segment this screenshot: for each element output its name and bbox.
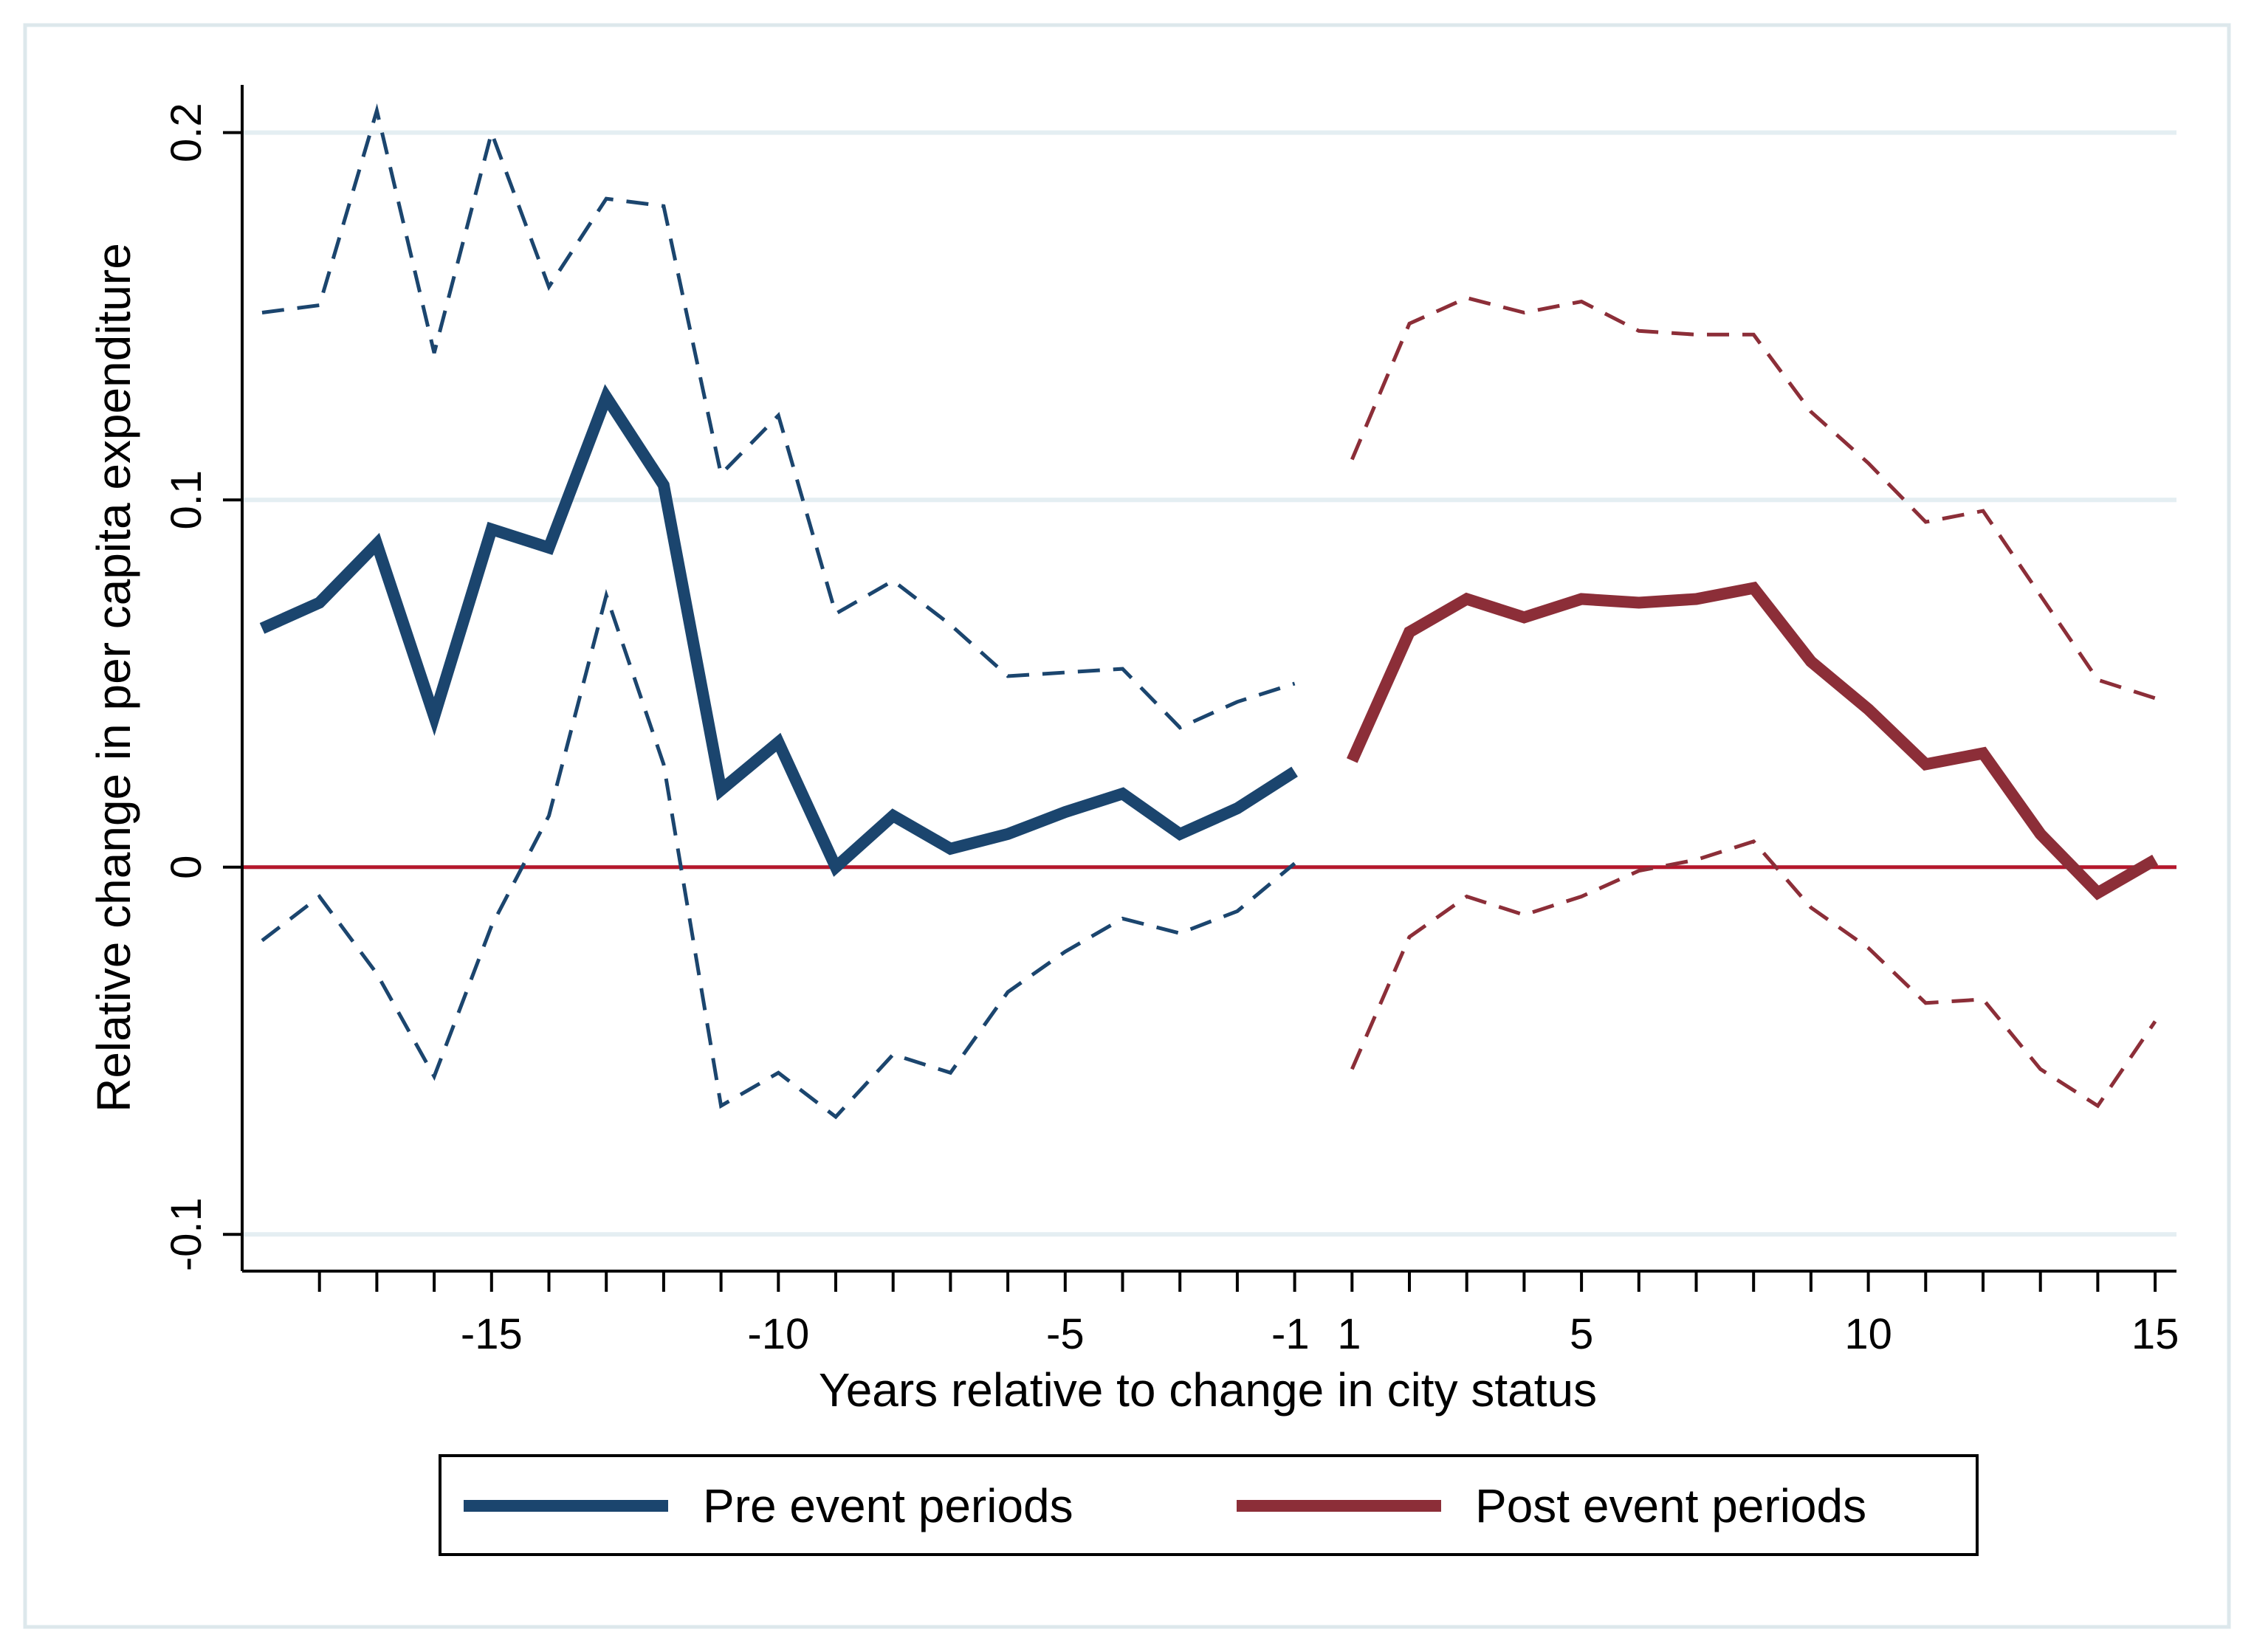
legend-label-pre: Pre event periods [703,1479,1073,1532]
x-tick-label-6: 10 [1844,1310,1892,1358]
series-group [259,103,2159,1120]
axes [241,85,2176,1273]
y-ticks: -0.1 0 0.1 0.2 [162,103,242,1271]
series-line-3 [1346,581,2159,901]
series-line-1 [261,103,1296,730]
x-tick-label-1: -10 [747,1310,809,1358]
x-ticks: -15 -10 -5 -1 1 5 10 15 [317,1271,2179,1358]
x-tick-label-0: -15 [461,1310,523,1358]
y-tick-label-3: 0.2 [162,103,210,162]
x-tick-label-3: -1 [1271,1310,1310,1358]
x-tick-label-7: 15 [2131,1310,2179,1358]
x-tick-label-2: -5 [1046,1310,1085,1358]
series-line-0 [259,384,1298,877]
x-tick-label-4: 1 [1337,1310,1361,1358]
legend-label-post: Post event periods [1475,1479,1866,1532]
y-tick-label-2: 0.1 [162,470,210,530]
x-tick-label-5: 5 [1570,1310,1593,1358]
y-tick-label-0: -0.1 [162,1197,210,1271]
series-line-5 [1350,839,2157,1109]
legend-box [439,1454,1979,1556]
series-line-4 [1350,295,2156,701]
x-axis-title: Years relative to change in city status [819,1363,1597,1417]
y-tick-label-1: 0 [162,856,210,879]
series-line-2 [261,588,1296,1120]
outer-frame [23,23,2231,1629]
legend: Pre event periods Post event periods [439,1454,1979,1556]
y-axis-title: Relative change in per capita expenditur… [87,243,140,1112]
